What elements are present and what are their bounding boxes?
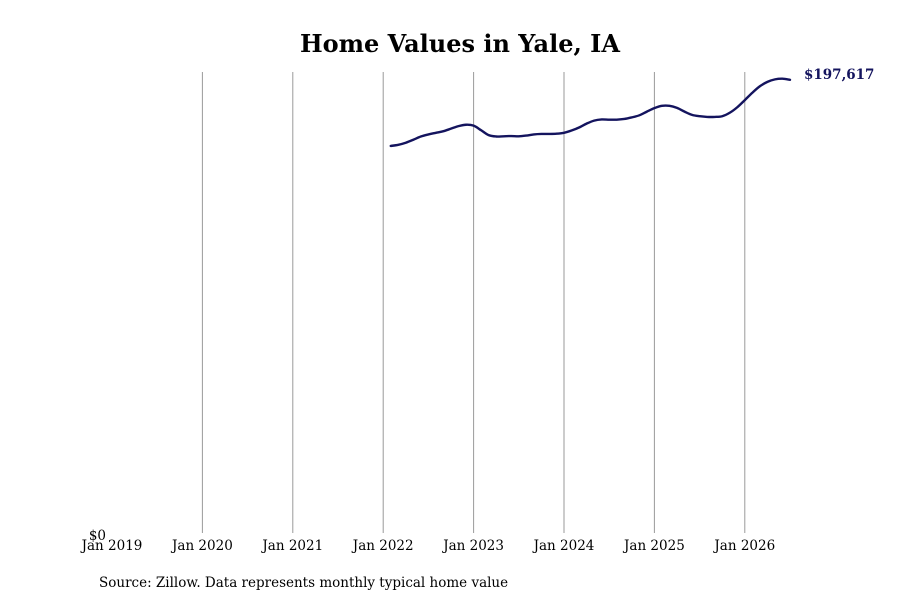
x-tick-label-2023: Jan 2023 — [441, 538, 504, 554]
x-tick-label-2022: Jan 2022 — [351, 538, 414, 554]
x-tick-label-2026: Jan 2026 — [712, 538, 775, 554]
y-axis-zero-label: $0 — [89, 528, 106, 544]
source-note: Source: Zillow. Data represents monthly … — [99, 575, 508, 591]
x-tick-label-2024: Jan 2024 — [532, 538, 595, 554]
home-value-line — [389, 77, 792, 148]
latest-value-label: $197,617 — [804, 67, 874, 83]
x-axis-ticks: Jan 2019 Jan 2020 Jan 2021 Jan 2022 Jan 2023… — [80, 538, 776, 554]
x-tick-label-2021: Jan 2021 — [260, 538, 323, 554]
x-tick-label-2020: Jan 2020 — [170, 538, 233, 554]
x-tick-label-2019: Jan 2019 — [80, 538, 143, 554]
x-tick-label-2025: Jan 2025 — [622, 538, 685, 554]
gridlines — [201, 72, 746, 533]
chart-title: Home Values in Yale, IA — [300, 29, 620, 58]
